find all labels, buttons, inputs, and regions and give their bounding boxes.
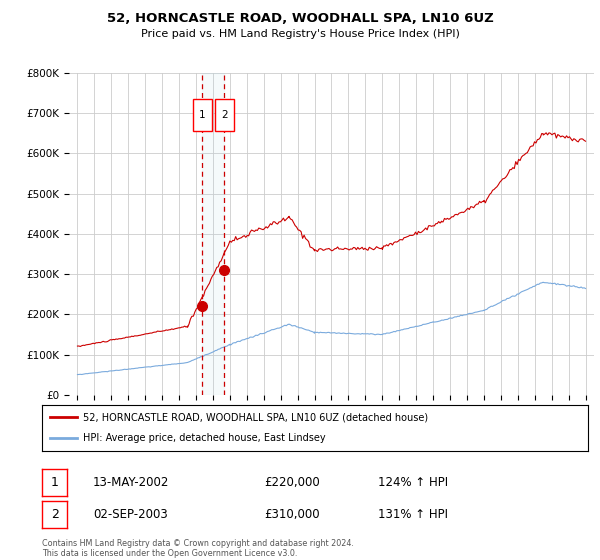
Text: Price paid vs. HM Land Registry's House Price Index (HPI): Price paid vs. HM Land Registry's House … bbox=[140, 29, 460, 39]
Text: Contains HM Land Registry data © Crown copyright and database right 2024.
This d: Contains HM Land Registry data © Crown c… bbox=[42, 539, 354, 558]
Text: 131% ↑ HPI: 131% ↑ HPI bbox=[378, 507, 448, 521]
Text: 52, HORNCASTLE ROAD, WOODHALL SPA, LN10 6UZ (detached house): 52, HORNCASTLE ROAD, WOODHALL SPA, LN10 … bbox=[83, 412, 428, 422]
Text: HPI: Average price, detached house, East Lindsey: HPI: Average price, detached house, East… bbox=[83, 433, 326, 444]
FancyBboxPatch shape bbox=[215, 99, 234, 131]
Text: £310,000: £310,000 bbox=[264, 507, 320, 521]
Text: 2: 2 bbox=[221, 110, 227, 120]
Text: 13-MAY-2002: 13-MAY-2002 bbox=[93, 475, 169, 489]
Text: 02-SEP-2003: 02-SEP-2003 bbox=[93, 507, 168, 521]
Text: 1: 1 bbox=[50, 475, 59, 489]
Text: 1: 1 bbox=[199, 110, 205, 120]
Bar bbox=[202, 73, 224, 395]
FancyBboxPatch shape bbox=[193, 99, 212, 131]
Text: 52, HORNCASTLE ROAD, WOODHALL SPA, LN10 6UZ: 52, HORNCASTLE ROAD, WOODHALL SPA, LN10 … bbox=[107, 12, 493, 25]
Text: £220,000: £220,000 bbox=[264, 475, 320, 489]
Text: 2: 2 bbox=[50, 507, 59, 521]
Text: 124% ↑ HPI: 124% ↑ HPI bbox=[378, 475, 448, 489]
